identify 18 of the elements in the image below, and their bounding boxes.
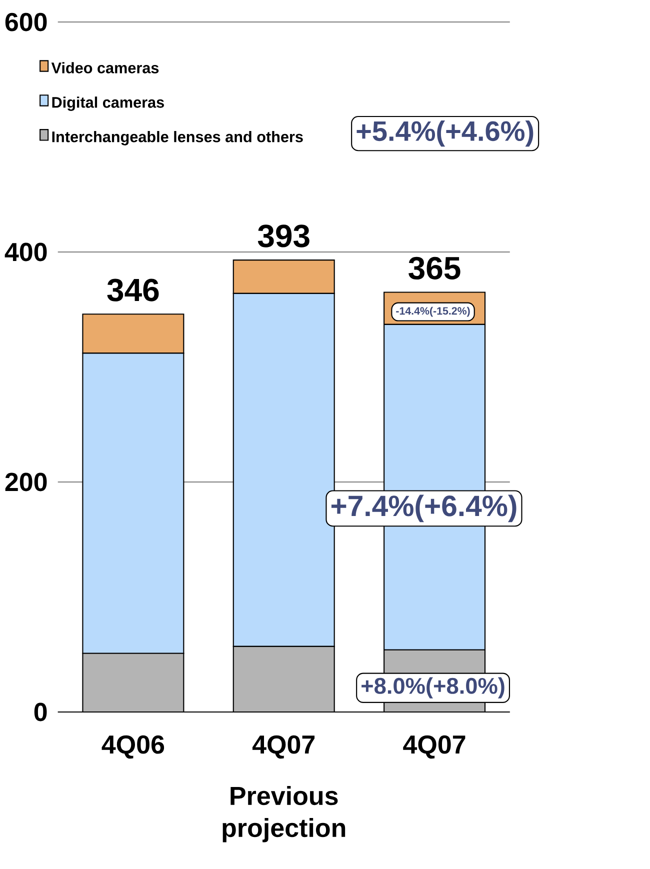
annotation: +8.0%(+8.0%) bbox=[361, 677, 504, 698]
x-tick-label: 4Q07 bbox=[252, 735, 314, 759]
legend-label: Digital cameras bbox=[52, 96, 164, 111]
text: Previous projection bbox=[222, 786, 345, 842]
total-label: 365 bbox=[408, 256, 460, 280]
y-tick-label: 200 bbox=[5, 472, 47, 492]
annotation: +7.4%(+6.4%) bbox=[331, 494, 516, 522]
legend-label: Video cameras bbox=[51, 62, 158, 74]
total-label: 346 bbox=[107, 278, 159, 302]
annotation: -14.4%(-15.2%) bbox=[396, 306, 470, 317]
total-label: 393 bbox=[258, 224, 310, 248]
y-tick-label: 600 bbox=[5, 12, 47, 32]
x-tick-label: 4Q06 bbox=[102, 735, 164, 759]
y-tick-label: 0 bbox=[34, 702, 47, 722]
annotation: +5.4%(+4.6%) bbox=[356, 120, 534, 147]
y-tick-label: 400 bbox=[4, 242, 47, 262]
x-tick-label: 4Q07 bbox=[403, 735, 466, 759]
legend-label: Interchangeable lenses and others bbox=[52, 131, 303, 146]
